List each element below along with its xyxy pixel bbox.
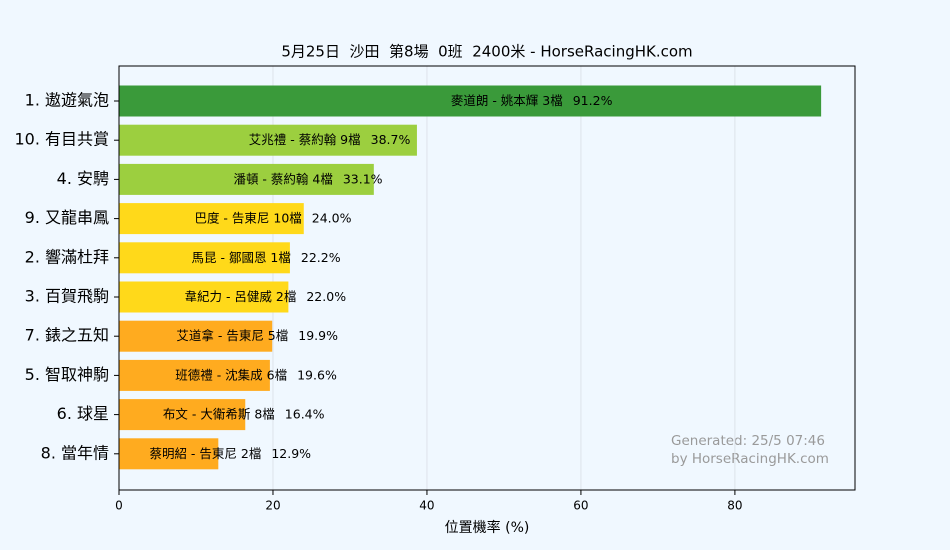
value-label: 38.7% bbox=[371, 132, 411, 147]
y-tick-label: 10. 有目共賞 bbox=[14, 130, 109, 149]
bar-label: 巴度 - 告東尼 10檔 24.0% bbox=[194, 210, 351, 225]
value-label: 22.0% bbox=[306, 289, 346, 304]
bar bbox=[119, 281, 289, 313]
bar-label: 韋紀力 - 呂健威 2檔 22.0% bbox=[184, 289, 346, 304]
x-tick-label: 60 bbox=[573, 499, 588, 513]
value-label: 91.2% bbox=[573, 93, 613, 108]
bar bbox=[119, 359, 270, 391]
bar-label: 艾道拿 - 告東尼 5檔 19.9% bbox=[176, 328, 338, 343]
bar-text: 艾道拿 - 告東尼 5檔 bbox=[176, 328, 288, 343]
bar-label: 潘頓 - 蔡約翰 4檔 33.1% bbox=[233, 171, 382, 186]
chart-title: 5月25日 沙田 第8場 0班 2400米 - HorseRacingHK.co… bbox=[281, 43, 692, 61]
bar bbox=[119, 438, 219, 470]
annotation: Generated: 25/5 07:46 bbox=[671, 433, 825, 449]
bar-label: 布文 - 大衛希斯 8檔 16.4% bbox=[163, 406, 325, 421]
y-tick-label: 3. 百賀飛駒 bbox=[25, 287, 109, 306]
value-label: 22.2% bbox=[301, 249, 341, 264]
bar-text: 馬昆 - 鄒國恩 1檔 bbox=[191, 249, 290, 264]
annotation: by HorseRacingHK.com bbox=[671, 451, 829, 467]
bar-text: 潘頓 - 蔡約翰 4檔 bbox=[233, 171, 332, 186]
bar bbox=[119, 163, 374, 195]
bar-label: 馬昆 - 鄒國恩 1檔 22.2% bbox=[191, 249, 340, 264]
bar-label: 艾兆禮 - 蔡約翰 9檔 38.7% bbox=[249, 132, 411, 147]
bar-text: 艾兆禮 - 蔡約翰 9檔 bbox=[249, 132, 361, 147]
x-tick-label: 0 bbox=[115, 499, 123, 513]
x-tick-label: 40 bbox=[419, 499, 434, 513]
value-label: 19.9% bbox=[298, 328, 338, 343]
bar-text: 班德禮 - 沈集成 6檔 bbox=[175, 367, 287, 382]
bar bbox=[119, 85, 822, 117]
x-tick-label: 80 bbox=[727, 499, 742, 513]
bar-text: 蔡明紹 - 告東尼 2檔 bbox=[149, 445, 261, 460]
value-label: 33.1% bbox=[343, 171, 383, 186]
y-tick-label: 2. 響滿杜拜 bbox=[25, 247, 109, 266]
x-tick-label: 20 bbox=[265, 499, 280, 513]
bar-text: 韋紀力 - 呂健威 2檔 bbox=[184, 289, 296, 304]
value-label: 24.0% bbox=[312, 210, 352, 225]
bar-text: 麥道朗 - 姚本輝 3檔 bbox=[451, 93, 563, 108]
y-tick-label: 9. 又龍串鳳 bbox=[25, 208, 109, 227]
bar-label: 麥道朗 - 姚本輝 3檔 91.2% bbox=[451, 93, 613, 108]
plot-frame bbox=[118, 65, 856, 491]
y-tick-label: 7. 錶之五知 bbox=[25, 326, 109, 345]
bar-text: 巴度 - 告東尼 10檔 bbox=[194, 210, 301, 225]
bar-label: 班德禮 - 沈集成 6檔 19.6% bbox=[175, 367, 337, 382]
x-axis-label: 位置機率 (%) bbox=[445, 519, 530, 536]
y-tick-label: 8. 當年情 bbox=[41, 443, 109, 462]
bar bbox=[119, 399, 246, 431]
value-label: 16.4% bbox=[285, 406, 325, 421]
bar bbox=[119, 242, 290, 274]
value-label: 12.9% bbox=[271, 445, 311, 460]
bar bbox=[119, 124, 417, 156]
bar bbox=[119, 320, 273, 352]
bar bbox=[119, 203, 304, 235]
y-tick-label: 6. 球星 bbox=[57, 404, 109, 423]
value-label: 19.6% bbox=[297, 367, 337, 382]
y-tick-label: 4. 安騁 bbox=[57, 169, 109, 188]
y-tick-label: 5. 智取神駒 bbox=[25, 365, 109, 384]
bar-label: 蔡明紹 - 告東尼 2檔 12.9% bbox=[149, 445, 311, 460]
bar-text: 布文 - 大衛希斯 8檔 bbox=[163, 406, 275, 421]
y-tick-label: 1. 遨遊氣泡 bbox=[25, 91, 109, 110]
